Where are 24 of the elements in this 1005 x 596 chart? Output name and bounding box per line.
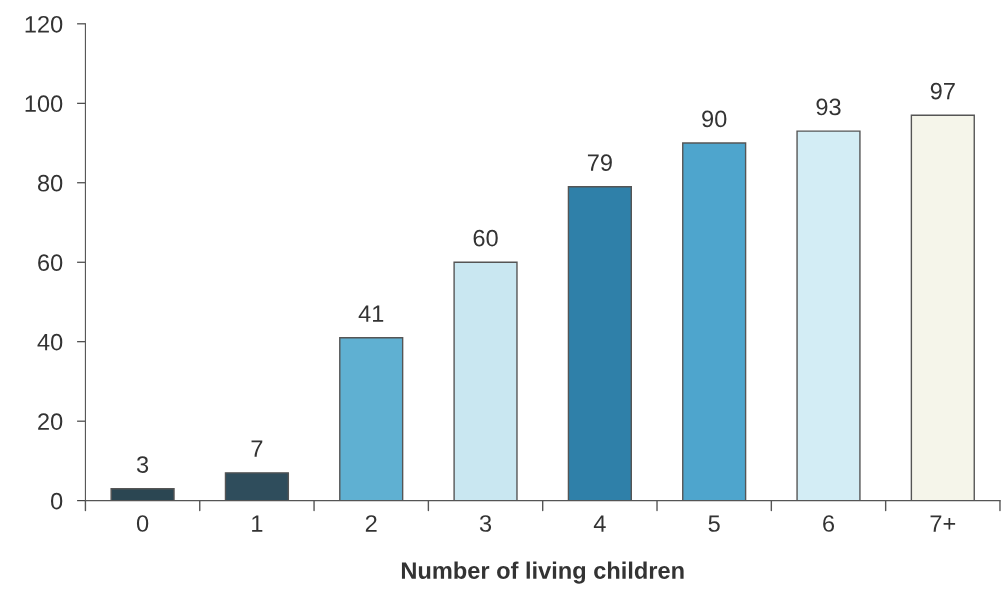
x-tick-label: 7+ xyxy=(930,515,956,532)
y-tick-label: 20 xyxy=(38,413,63,430)
x-tick-label: 5 xyxy=(708,515,720,532)
data-label: 7 xyxy=(251,440,263,457)
data-label: 60 xyxy=(473,229,498,247)
x-tick-label: 2 xyxy=(365,515,377,532)
x-tick-label: 3 xyxy=(479,515,492,532)
x-axis-title: Number of living children xyxy=(401,561,684,584)
data-label: 41 xyxy=(358,305,384,322)
data-label: 93 xyxy=(816,98,841,116)
y-tick-label: 100 xyxy=(25,95,63,113)
data-label: 97 xyxy=(930,82,955,100)
data-label: 90 xyxy=(702,110,727,128)
data-label: 3 xyxy=(136,456,149,473)
x-tick-label: 6 xyxy=(823,515,835,532)
y-tick-label: 120 xyxy=(25,15,63,33)
y-tick-label: 60 xyxy=(38,254,63,272)
y-tick-label: 0 xyxy=(51,492,63,510)
x-tick-label: 0 xyxy=(136,515,149,532)
x-tick-label: 1 xyxy=(252,515,263,532)
data-label: 79 xyxy=(587,154,612,171)
x-tick-label: 4 xyxy=(593,515,606,532)
y-tick-label: 40 xyxy=(37,333,63,351)
y-tick-label: 80 xyxy=(37,174,63,192)
